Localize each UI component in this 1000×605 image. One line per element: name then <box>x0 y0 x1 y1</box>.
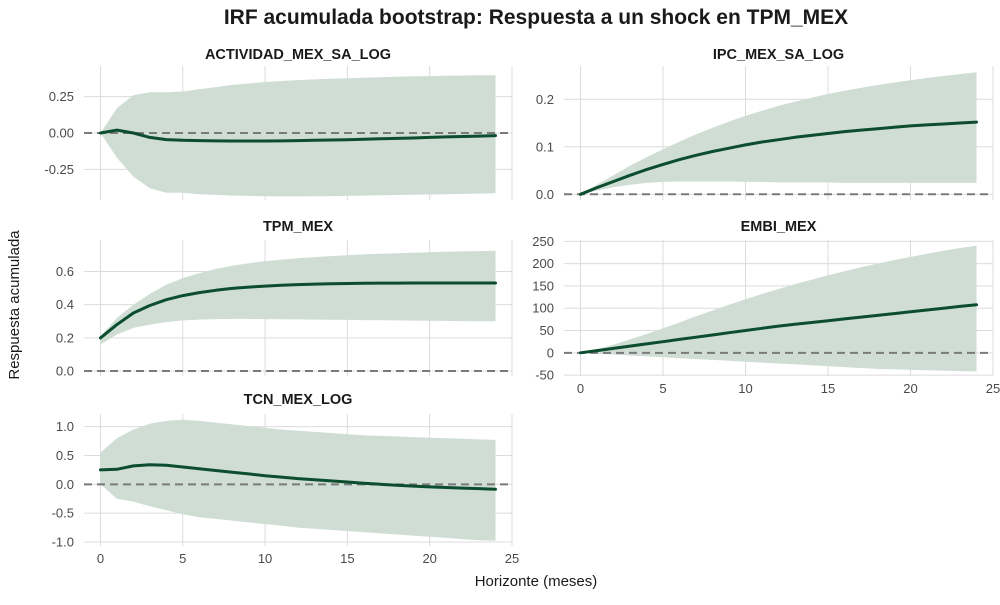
panel-title: IPC_MEX_SA_LOG <box>713 47 844 63</box>
irf-line <box>99 128 497 143</box>
y-tick-label: -1.0 <box>52 534 74 549</box>
panel-title: TCN_MEX_LOG <box>244 392 353 408</box>
facet-panels: ACTIVIDAD_MEX_SA_LOG0.250.00-0.25IPC_MEX… <box>44 47 1000 566</box>
panel-embi-mex: EMBI_MEX 250 200 150 100 50 0 -50 0 5 10 15 20 25 <box>532 219 1000 396</box>
y-tick-label: 200 <box>532 256 554 271</box>
x-tick-label: 25 <box>986 381 1000 396</box>
y-tick-label: 0.6 <box>56 264 74 279</box>
y-tick-label: 0.00 <box>49 126 74 141</box>
x-tick-label: 5 <box>179 551 186 566</box>
x-axis-label: Horizonte (meses) <box>475 573 598 590</box>
x-tick-label: 5 <box>659 381 666 396</box>
y-tick-label: 0 <box>547 345 554 360</box>
panel-title: ACTIVIDAD_MEX_SA_LOG <box>205 47 391 63</box>
y-tick-label: -50 <box>535 368 554 383</box>
x-tick-label: 15 <box>821 381 835 396</box>
y-tick-label: 0.0 <box>56 364 74 379</box>
panel-ipc-mex-sa-log: IPC_MEX_SA_LOG 0.2 0.1 0.0 <box>536 47 994 202</box>
y-tick-label: 0.5 <box>56 448 74 463</box>
x-tick-label: 0 <box>577 381 584 396</box>
y-tick-label: 250 <box>532 234 554 249</box>
x-tick-label: 15 <box>340 551 354 566</box>
irf-line <box>99 463 497 491</box>
y-tick-label: 0.1 <box>536 139 554 154</box>
y-tick-label: 150 <box>532 278 554 293</box>
y-tick-label: 0.0 <box>56 477 74 492</box>
y-tick-label: 50 <box>540 323 554 338</box>
confidence-band <box>100 250 496 345</box>
confidence-band <box>580 72 977 195</box>
y-tick-label: 1.0 <box>56 419 74 434</box>
x-tick-label: 0 <box>97 551 104 566</box>
panel-actividad-mex-sa-log: ACTIVIDAD_MEX_SA_LOG 0.25 0.00 -0.25 <box>44 47 513 200</box>
y-tick-label: 100 <box>532 301 554 316</box>
y-tick-label: 0.2 <box>536 92 554 107</box>
y-axis-label: Respuesta acumulada <box>6 230 23 380</box>
panel-tcn-mex-log: TCN_MEX_LOG 1.0 0.5 0.0 -0.5 -1.0 0 5 10 15 20 25 <box>52 392 520 566</box>
x-tick-label: 20 <box>903 381 917 396</box>
y-tick-label: 0.25 <box>49 89 74 104</box>
irf-line <box>99 281 497 340</box>
chart-title: IRF acumulada bootstrap: Respuesta a un … <box>224 6 848 29</box>
y-tick-label: 0.4 <box>56 297 74 312</box>
x-tick-label: 10 <box>738 381 752 396</box>
x-tick-label: 25 <box>505 551 519 566</box>
x-tick-label: 20 <box>422 551 436 566</box>
panel-title: EMBI_MEX <box>741 219 817 235</box>
x-tick-label: 10 <box>258 551 272 566</box>
y-tick-label: 0.0 <box>536 187 554 202</box>
y-tick-label: 0.2 <box>56 330 74 345</box>
confidence-band <box>100 419 496 541</box>
irf-line <box>579 303 978 355</box>
irf-line <box>579 120 978 196</box>
y-tick-label: -0.5 <box>52 506 74 521</box>
confidence-band <box>100 75 496 197</box>
panel-tpm-mex: TPM_MEX 0.6 0.4 0.2 0.0 <box>56 219 513 379</box>
y-tick-label: -0.25 <box>44 162 74 177</box>
panel-title: TPM_MEX <box>263 219 333 235</box>
